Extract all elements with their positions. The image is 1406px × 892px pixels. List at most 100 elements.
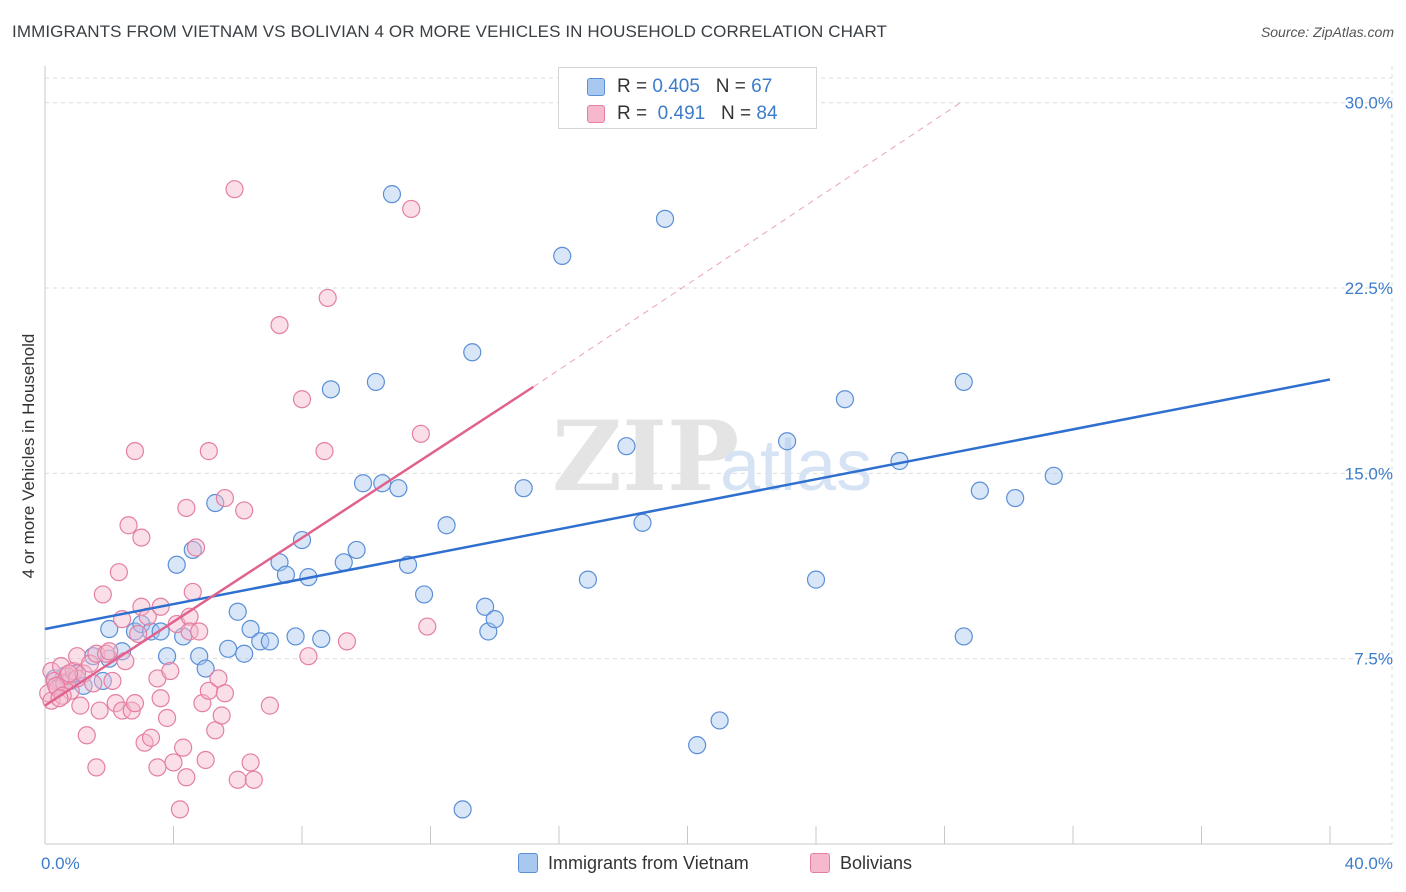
vietnam-point [167,555,186,574]
vietnam-point [954,372,973,392]
axes [44,66,1392,845]
source-credit: Source: ZipAtlas.com [1260,24,1394,40]
vietnam-point [382,185,402,204]
bolivian-point [411,424,430,443]
bolivian-point [59,664,79,683]
y-tick-label: 22.5% [1345,279,1393,298]
legend-n-value: 67 [751,76,773,97]
bolivian-point [337,632,357,651]
tick-labels: 7.5% 15.0% 22.5% 30.0% 0.0% 40.0% [41,94,1393,873]
bolivian-point [186,538,206,557]
vietnam-point [228,602,247,621]
bolivian-point [315,442,334,461]
vietnam-point [260,632,279,651]
bolivian-point [100,642,119,661]
bolivian-point [292,390,312,409]
bolivian-point [180,622,199,641]
bolivian-point [402,199,421,219]
vietnam-point [321,380,341,399]
bolivian-point [244,770,263,789]
vietnam-point [954,627,973,646]
vietnam-point [157,647,177,666]
bolivian-point [157,708,177,728]
bolivian-point [225,180,244,199]
legend-r-value: 0.405 [652,76,700,97]
vietnam-point [970,481,989,500]
vietnam-point [414,585,434,604]
x-tick-label: 40.0% [1345,854,1393,873]
vietnam-point [235,644,254,663]
bolivian-point [90,701,109,720]
bolivian-point [241,753,260,772]
vietnam-point [553,246,572,266]
bolivian-point [129,624,148,644]
bolivian-point [109,563,128,582]
vietnam-point [710,711,729,730]
bolivian-point [190,622,209,641]
vietnam-point [1006,488,1025,508]
vietnam-point [312,629,331,649]
vietnam-point [125,622,145,641]
bolivian-point [177,498,196,518]
bolivian-point [151,689,170,708]
vietnam-point [806,570,826,589]
bottom-legend-bolivians: Bolivians [810,853,912,874]
vietnam-point [777,432,797,451]
bolivian-point [132,528,151,547]
bolivian-point [103,671,122,691]
legend-text-bolivians: R = 0.491 N = 84 [617,103,778,124]
legend-n-value: 84 [756,103,778,124]
y-tick-label: 15.0% [1345,464,1393,483]
vietnam-point [514,479,533,498]
bolivian-point [96,644,116,663]
vietnam-trend-line [44,378,1331,631]
chart-title: IMMIGRANTS FROM VIETNAM VS BOLIVIAN 4 OR… [12,22,887,41]
vietnam-point [453,800,472,819]
vietnam-point [655,209,675,228]
vietnam-point [347,540,366,560]
bottom-legend-swatch-vietnam [518,853,538,873]
vietnam-point [476,597,495,616]
bolivian-point [270,315,289,335]
data-points [39,180,1063,819]
vietnam-point [206,493,225,513]
vietnam-point [688,736,707,755]
bolivian-point [170,800,190,819]
bolivian-point [418,617,437,636]
watermark-zip: ZIP [552,400,739,513]
bolivian-point [148,758,167,777]
bolivian-point [260,696,279,715]
bolivian-point [212,706,231,725]
bolivian-point [141,728,161,747]
bolivian-point [125,694,145,713]
bottom-legend-vietnam: Immigrants from Vietnam [518,853,749,874]
vietnam-point [334,553,353,572]
watermark: ZIP atlas [552,400,872,513]
vietnam-point [183,540,202,560]
bolivian-point [87,758,106,777]
vietnam-point [196,659,215,678]
bolivian-point [71,696,90,715]
trend-lines [44,102,1331,707]
vietnam-point [1044,466,1063,485]
vietnam-point [366,372,385,392]
vietnam-point [219,639,238,658]
bolivian-point [174,738,193,757]
bolivian-point [177,768,196,787]
bolivian-point [215,684,234,703]
vietnam-point [463,343,482,362]
gridlines [45,66,1393,844]
bolivian-point [77,726,96,745]
vietnam-point [633,513,652,532]
y-tick-label: 30.0% [1345,94,1393,113]
vietnam-point [100,619,119,639]
bottom-legend-swatch-bolivians [810,853,830,873]
bolivian-point [125,442,145,461]
bolivian-point [318,288,337,308]
stats-legend: R = 0.405 N = 67 R = 0.491 N = 84 [558,67,817,129]
bolivian-point [299,647,318,666]
vietnam-point [251,632,270,651]
bolivian-point [93,585,112,604]
bolivian-point [235,501,254,520]
